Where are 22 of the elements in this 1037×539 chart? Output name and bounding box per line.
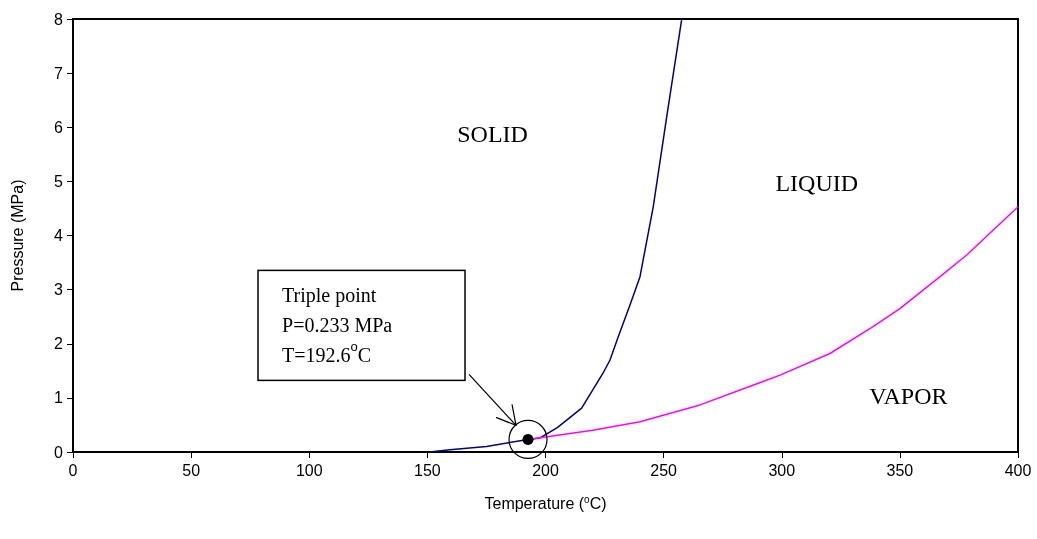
- annotation: LIQUID: [775, 170, 859, 197]
- x-tick-label: 100: [295, 461, 323, 479]
- y-tick-label: 6: [54, 118, 64, 136]
- annotation: VAPOR: [869, 383, 948, 410]
- x-tick-label: 150: [414, 461, 441, 479]
- x-tick-label: 250: [650, 461, 678, 479]
- x-tick-label: 300: [768, 461, 796, 479]
- x-tick-label: 350: [886, 461, 914, 479]
- y-tick-label: 3: [54, 281, 64, 299]
- x-tick-label: 200: [532, 461, 559, 479]
- y-tick-label: 4: [54, 227, 64, 244]
- x-tick-label: 400: [1004, 461, 1032, 479]
- y-tick-label: 2: [54, 335, 64, 353]
- y-axis-title: Pressure (MPa): [8, 179, 26, 292]
- y-tick-label: 1: [54, 389, 64, 407]
- x-tick-label: 50: [182, 461, 201, 479]
- y-tick-label: 5: [54, 172, 64, 190]
- y-tick-label: 8: [54, 10, 64, 28]
- x-tick-label: 0: [68, 461, 78, 479]
- y-tick-label: 7: [54, 64, 64, 82]
- annotation: SOLID: [457, 121, 528, 148]
- y-tick-label: 0: [54, 443, 64, 461]
